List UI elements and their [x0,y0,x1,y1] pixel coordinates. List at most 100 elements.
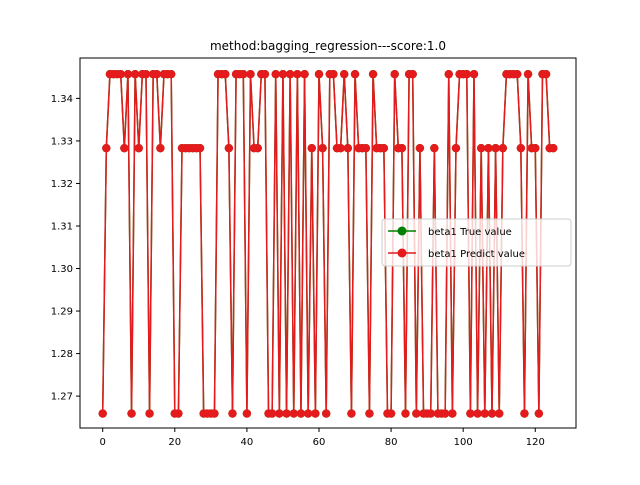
data-point-beta1-predict-value [365,409,374,418]
legend-marker-true-value [397,226,407,236]
data-point-beta1-predict-value [282,409,291,418]
y-tick-label: 1.27 [51,392,73,403]
data-point-beta1-predict-value [141,69,151,79]
x-tick-label: 120 [526,437,545,448]
data-point-beta1-predict-value [296,409,306,418]
data-point-beta1-predict-value [134,143,143,153]
data-point-beta1-predict-value [167,69,176,79]
y-tick-label: 1.29 [51,307,73,318]
data-point-beta1-predict-value [102,143,111,153]
x-tick-label: 100 [454,437,473,448]
data-point-beta1-predict-value [440,409,450,418]
legend-item-true-value: beta1 True value [388,226,512,238]
data-point-beta1-predict-value [469,69,479,79]
x-tick-label: 20 [168,437,181,448]
data-point-beta1-predict-value [430,143,439,153]
data-point-beta1-predict-value [221,69,230,79]
data-point-beta1-predict-value [487,409,497,418]
data-point-beta1-predict-value [98,409,107,418]
y-tick-label: 1.30 [51,264,73,275]
x-axis: 0 20 40 60 80 100 120 [100,428,545,448]
data-point-beta1-predict-value [462,69,471,79]
data-point-beta1-predict-value [495,409,504,418]
data-point-beta1-predict-value [260,69,270,79]
data-point-beta1-predict-value [156,143,165,153]
data-point-beta1-predict-value [368,69,378,79]
data-point-beta1-predict-value [174,409,183,418]
data-point-beta1-predict-value [130,69,140,79]
data-point-beta1-predict-value [242,409,252,418]
x-tick-label: 80 [385,437,398,448]
axes-frame [79,57,577,429]
data-point-beta1-predict-value [451,143,461,153]
data-point-beta1-predict-value [448,409,457,418]
data-point-beta1-predict-value [361,143,371,153]
y-tick-label: 1.31 [51,221,73,232]
data-point-beta1-predict-value [195,143,205,153]
data-point-beta1-predict-value [350,69,360,79]
data-point-beta1-predict-value [300,69,309,79]
data-point-beta1-predict-value [246,69,255,79]
data-point-beta1-predict-value [484,143,493,153]
data-point-beta1-predict-value [523,69,533,79]
data-point-beta1-predict-value [285,69,295,79]
data-point-beta1-predict-value [123,69,133,79]
data-point-beta1-predict-value [513,69,522,79]
data-point-beta1-predict-value [267,409,277,418]
data-point-beta1-predict-value [116,69,125,79]
data-point-beta1-predict-value [311,409,320,418]
series-beta1-predict-value [98,69,558,418]
data-point-beta1-predict-value [228,409,237,418]
x-tick-label: 60 [313,437,326,448]
data-point-beta1-predict-value [386,409,396,418]
legend-label-true-value: beta1 True value [428,227,512,238]
data-point-beta1-predict-value [379,143,389,153]
data-point-beta1-predict-value [271,69,280,79]
data-point-beta1-predict-value [412,409,421,418]
data-point-beta1-predict-value [253,143,262,153]
data-point-beta1-predict-value [224,143,234,153]
data-point-beta1-predict-value [318,143,327,153]
data-point-beta1-predict-value [415,143,425,153]
y-tick-label: 1.33 [51,136,73,147]
chart-title: method:bagging_regression---score:1.0 [210,39,446,53]
y-axis: 1.27 1.28 1.29 1.30 1.31 1.32 1.33 1.34 [51,94,80,403]
y-tick-label: 1.28 [51,349,73,360]
data-point-beta1-predict-value [541,69,551,79]
data-point-beta1-predict-value [303,409,313,418]
y-tick-label: 1.32 [51,179,73,190]
data-point-beta1-predict-value [397,143,407,153]
data-point-beta1-predict-value [314,69,324,79]
data-point-beta1-predict-value [408,69,417,79]
data-point-beta1-predict-value [307,143,316,153]
plot-area [98,69,558,418]
data-point-beta1-predict-value [466,409,475,418]
data-point-beta1-predict-value [210,409,219,418]
data-point-beta1-predict-value [322,409,331,418]
data-point-beta1-predict-value [293,69,302,79]
data-point-beta1-predict-value [120,143,129,153]
data-point-beta1-predict-value [152,69,161,79]
data-point-beta1-predict-value [401,409,410,418]
data-point-beta1-predict-value [145,409,154,418]
legend-box [381,218,572,267]
data-point-beta1-predict-value [473,409,482,418]
data-point-beta1-predict-value [480,409,489,418]
data-point-beta1-predict-value [477,143,486,153]
data-point-beta1-predict-value [278,69,288,79]
data-point-beta1-predict-value [239,69,248,79]
data-point-beta1-predict-value [336,143,345,153]
legend-item-predict-value: beta1 Predict value [388,248,525,260]
data-point-beta1-predict-value [549,143,558,153]
data-point-beta1-predict-value [491,143,500,153]
y-tick-label: 1.34 [51,94,73,105]
data-point-beta1-predict-value [426,409,435,418]
data-point-beta1-predict-value [516,143,526,153]
data-point-beta1-predict-value [534,409,544,418]
x-tick-label: 40 [241,437,254,448]
data-point-beta1-predict-value [289,409,298,418]
legend-label-predict-value: beta1 Predict value [428,249,525,260]
data-point-beta1-predict-value [340,69,349,79]
data-point-beta1-predict-value [444,69,453,79]
